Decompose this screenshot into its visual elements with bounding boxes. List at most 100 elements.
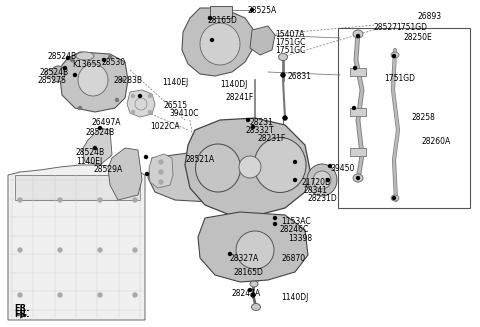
Text: 28530: 28530	[101, 58, 125, 67]
Text: 28332T: 28332T	[246, 126, 275, 135]
Text: 28524B: 28524B	[48, 52, 77, 61]
Polygon shape	[82, 128, 112, 165]
Text: 26497A: 26497A	[92, 118, 121, 127]
Ellipse shape	[239, 156, 261, 178]
Text: 28525A: 28525A	[248, 6, 277, 15]
Text: 28527S: 28527S	[37, 76, 66, 85]
Circle shape	[103, 59, 106, 61]
Circle shape	[133, 293, 137, 297]
Bar	[210, 6, 232, 18]
Ellipse shape	[78, 64, 108, 96]
Ellipse shape	[307, 164, 337, 196]
Circle shape	[228, 252, 231, 255]
Polygon shape	[149, 154, 173, 188]
Text: 28165D: 28165D	[234, 268, 264, 277]
Circle shape	[132, 111, 134, 113]
Polygon shape	[185, 118, 310, 215]
Circle shape	[353, 66, 357, 70]
Circle shape	[63, 66, 67, 70]
Text: 1140DJ: 1140DJ	[220, 80, 247, 89]
Circle shape	[98, 293, 102, 297]
Text: 28341: 28341	[304, 186, 328, 195]
Text: 28529A: 28529A	[94, 165, 123, 174]
Circle shape	[116, 98, 119, 101]
Text: 15407A: 15407A	[275, 30, 304, 39]
Circle shape	[211, 39, 214, 42]
Circle shape	[145, 173, 148, 176]
Text: 28524B: 28524B	[76, 148, 105, 157]
Text: 28250E: 28250E	[404, 33, 433, 42]
Polygon shape	[60, 52, 128, 112]
Text: 1751GD: 1751GD	[384, 74, 415, 83]
Text: 1751GC: 1751GC	[275, 38, 305, 47]
Circle shape	[133, 198, 137, 202]
Text: FR.: FR.	[14, 304, 29, 313]
Text: 21720B: 21720B	[302, 178, 331, 187]
Text: 28231F: 28231F	[257, 134, 285, 143]
Ellipse shape	[254, 137, 306, 193]
Ellipse shape	[391, 52, 399, 58]
Bar	[350, 148, 366, 156]
Text: 26870: 26870	[282, 254, 306, 263]
Text: FR.: FR.	[14, 310, 29, 319]
Circle shape	[283, 116, 287, 120]
Ellipse shape	[391, 195, 399, 201]
Circle shape	[133, 248, 137, 252]
Circle shape	[393, 197, 396, 199]
Bar	[15, 175, 140, 200]
Circle shape	[58, 248, 62, 252]
Circle shape	[251, 293, 255, 297]
Circle shape	[58, 198, 62, 202]
Ellipse shape	[278, 54, 288, 60]
Circle shape	[71, 59, 73, 61]
Ellipse shape	[69, 185, 87, 195]
Circle shape	[274, 216, 276, 219]
Circle shape	[58, 293, 62, 297]
Text: 39450: 39450	[330, 164, 354, 173]
Text: 26515: 26515	[163, 101, 187, 110]
Circle shape	[148, 111, 152, 113]
Circle shape	[328, 164, 332, 167]
Circle shape	[252, 126, 254, 129]
Circle shape	[247, 118, 250, 122]
Circle shape	[159, 180, 163, 184]
Text: 1140EJ: 1140EJ	[162, 78, 188, 87]
Text: 28524B: 28524B	[86, 128, 115, 137]
Circle shape	[281, 73, 285, 77]
Ellipse shape	[45, 70, 53, 78]
Ellipse shape	[313, 171, 331, 189]
Text: 1140EJ: 1140EJ	[76, 157, 102, 166]
Circle shape	[159, 170, 163, 174]
Text: 28165D: 28165D	[207, 16, 237, 25]
Polygon shape	[8, 165, 145, 320]
Text: 1153AC: 1153AC	[281, 217, 311, 226]
Ellipse shape	[23, 185, 41, 195]
Text: 28246C: 28246C	[280, 225, 309, 234]
Circle shape	[94, 146, 96, 149]
Circle shape	[159, 160, 163, 164]
Circle shape	[144, 156, 147, 159]
Ellipse shape	[250, 281, 258, 287]
Polygon shape	[108, 148, 142, 200]
Circle shape	[67, 57, 70, 60]
Text: 26893: 26893	[418, 12, 442, 21]
Circle shape	[284, 116, 287, 119]
Circle shape	[352, 107, 356, 110]
Circle shape	[132, 95, 134, 97]
Bar	[350, 68, 366, 76]
Circle shape	[79, 107, 82, 110]
Circle shape	[251, 9, 253, 11]
Polygon shape	[250, 26, 275, 55]
Text: 28283B: 28283B	[114, 76, 143, 85]
Circle shape	[148, 95, 152, 97]
Circle shape	[281, 74, 285, 77]
Ellipse shape	[353, 174, 363, 182]
Polygon shape	[198, 212, 308, 282]
Text: 13398: 13398	[288, 234, 312, 243]
Ellipse shape	[51, 66, 65, 82]
Ellipse shape	[76, 52, 94, 60]
Text: 28527: 28527	[374, 23, 398, 32]
Text: 1751GC: 1751GC	[275, 46, 305, 55]
Circle shape	[73, 74, 76, 77]
Text: 26831: 26831	[288, 72, 312, 81]
